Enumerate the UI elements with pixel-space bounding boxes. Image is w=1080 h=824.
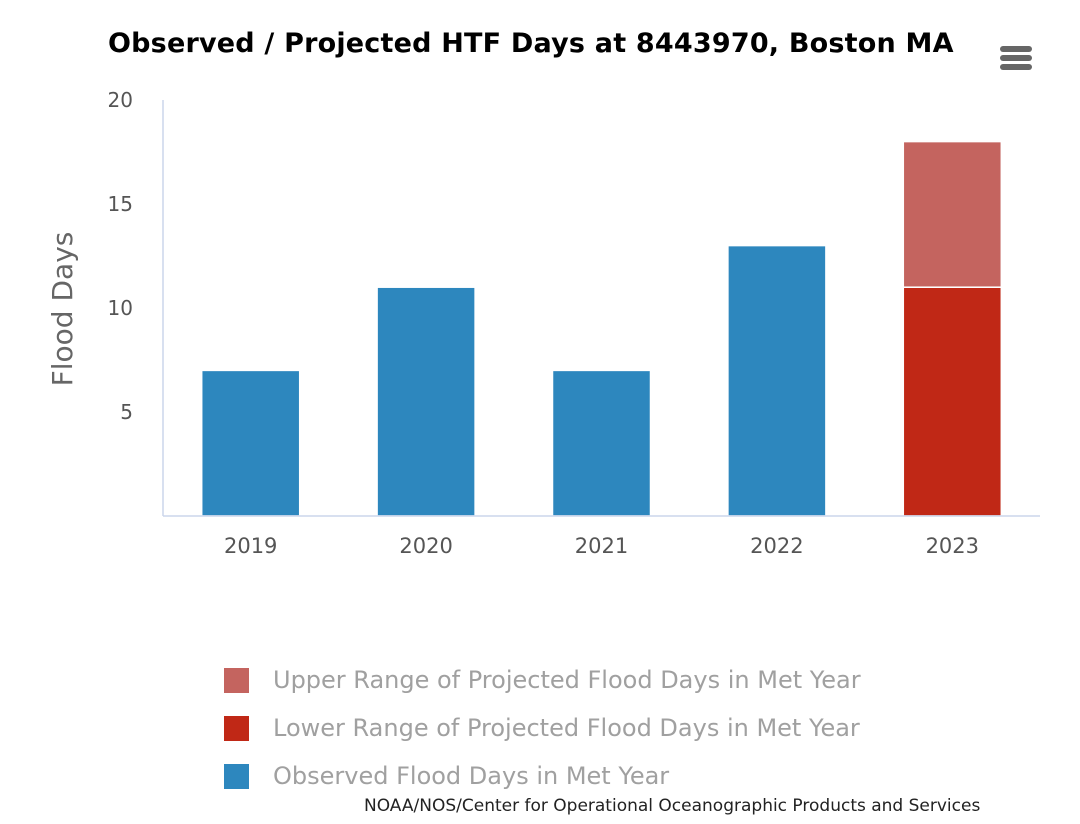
y-tick-label: 20 <box>108 88 133 112</box>
credits-text[interactable]: NOAA/NOS/Center for Operational Oceanogr… <box>364 796 981 816</box>
legend-label: Lower Range of Projected Flood Days in M… <box>273 714 860 742</box>
x-tick-label: 2021 <box>575 534 628 558</box>
legend-swatch <box>224 763 249 789</box>
chart-title: Observed / Projected HTF Days at 8443970… <box>108 28 954 59</box>
x-tick-label: 2020 <box>399 534 452 558</box>
chart-plot: Flood Days 5 10 15 20 2019 2020 2021 2022 2023 <box>46 88 1040 558</box>
hamburger-menu-icon-bar <box>1000 55 1032 61</box>
y-tick-label: 15 <box>108 192 133 216</box>
legend-label: Observed Flood Days in Met Year <box>273 762 670 790</box>
bar-2020-observed[interactable] <box>376 286 476 517</box>
x-tick-label: 2023 <box>926 534 979 558</box>
legend: Upper Range of Projected Flood Days in M… <box>224 656 861 800</box>
hamburger-menu-icon-bar <box>1000 64 1032 70</box>
legend-swatch <box>224 667 249 693</box>
y-axis-label: Flood Days <box>46 232 79 387</box>
bar-2019-observed[interactable] <box>200 369 301 517</box>
legend-item[interactable]: Observed Flood Days in Met Year <box>224 752 861 800</box>
bar-2023-upper[interactable] <box>902 140 1003 288</box>
legend-label: Upper Range of Projected Flood Days in M… <box>273 666 861 694</box>
y-tick-label: 10 <box>108 296 133 320</box>
context-menu-button[interactable] <box>996 40 1036 76</box>
bar-2022-observed[interactable] <box>727 244 827 517</box>
y-tick-label: 5 <box>120 400 133 424</box>
legend-item[interactable]: Upper Range of Projected Flood Days in M… <box>224 656 861 704</box>
bar-2023-lower[interactable] <box>902 286 1003 517</box>
x-tick-label: 2019 <box>224 534 277 558</box>
x-tick-label: 2022 <box>750 534 803 558</box>
hamburger-menu-icon <box>1000 46 1032 52</box>
bar-2021-observed[interactable] <box>551 369 652 517</box>
legend-swatch <box>224 715 249 741</box>
legend-item[interactable]: Lower Range of Projected Flood Days in M… <box>224 704 861 752</box>
